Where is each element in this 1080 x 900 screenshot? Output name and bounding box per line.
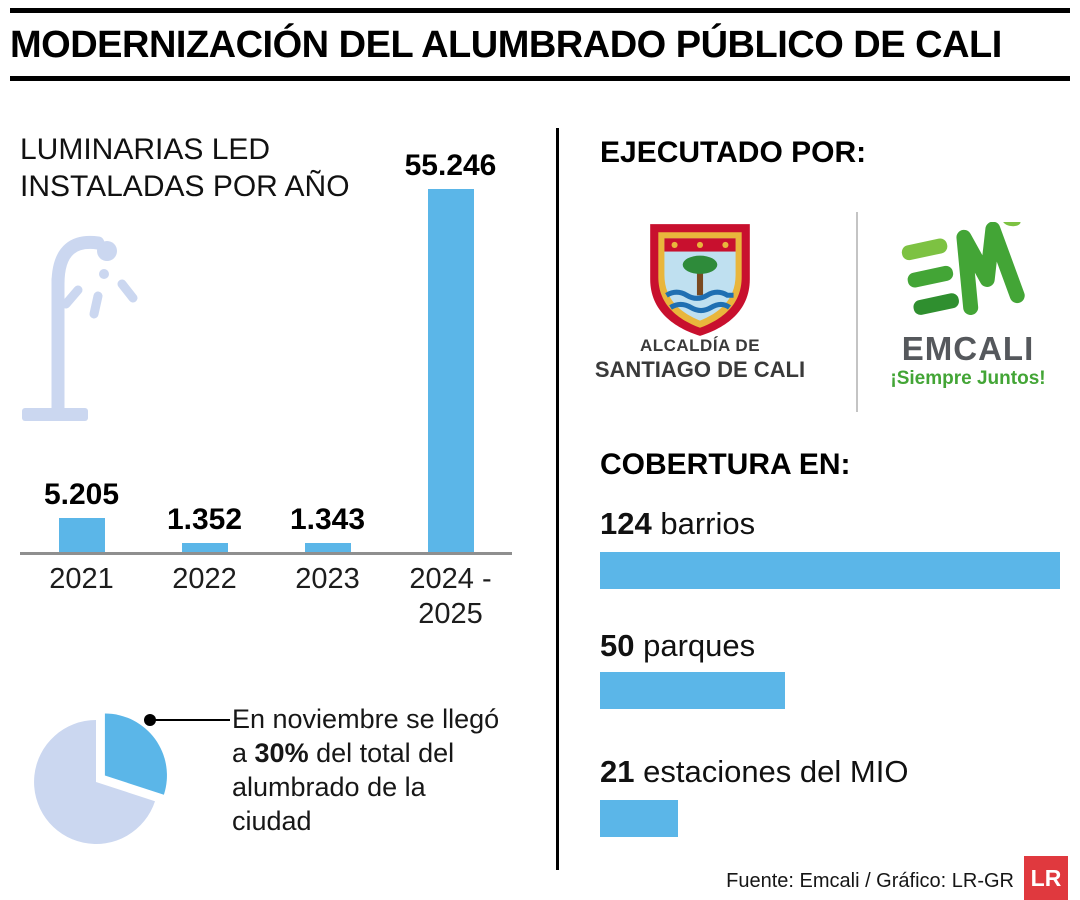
x-axis-label-2023: 2023 — [295, 563, 360, 595]
coverage-number: 124 — [600, 506, 652, 541]
coverage-item-estaciones: 21 estaciones del MIO — [600, 754, 908, 790]
executed-by-heading: EJECUTADO POR: — [600, 136, 867, 169]
led-bar-column-2022: 1.352 — [143, 503, 266, 552]
led-bar-column-2023: 1.343 — [266, 503, 389, 552]
alcaldia-shield-logo — [650, 224, 750, 336]
coverage-bar — [600, 552, 1060, 589]
led-share-pie-chart — [34, 713, 167, 844]
emcali-wordmark: EMCALI — [901, 330, 1035, 367]
led-bar — [181, 543, 228, 552]
x-axis-label-2021: 2021 — [49, 563, 114, 595]
coverage-heading: COBERTURA EN: — [600, 448, 851, 481]
alcaldia-label-line2: SANTIAGO DE CALI — [594, 357, 806, 382]
street-lamp-icon — [22, 235, 138, 421]
led-bar-column-2024-2025: 55.246 — [389, 149, 512, 552]
pie-annotation-part2: del total del alumbrado de la ciudad — [232, 738, 455, 836]
title-underline-rule — [10, 76, 1070, 81]
coverage-bar — [600, 672, 785, 709]
coverage-item-parques: 50 parques — [600, 628, 755, 664]
pie-annotation: En noviembre se llegó a 30% del total de… — [232, 702, 504, 838]
logo-divider — [856, 212, 858, 412]
alcaldia-label-line1: ALCALDÍA DE — [639, 336, 761, 355]
coverage-number: 50 — [600, 628, 635, 663]
callout-line — [152, 719, 230, 721]
led-bar — [304, 543, 351, 552]
x-axis-label-2024-2025: 2024 - 2025 — [409, 563, 492, 630]
pie-annotation-part1: En noviembre se llegó a — [232, 704, 500, 768]
page-title: MODERNIZACIÓN DEL ALUMBRADO PÚBLICO DE C… — [10, 24, 1002, 66]
led-bar — [58, 518, 105, 552]
pie-slice-led — [104, 713, 167, 795]
callout-dot — [144, 714, 156, 726]
panel-divider — [556, 128, 559, 870]
pie-annotation-percent: 30% — [254, 738, 309, 768]
lr-logo: LR — [1024, 856, 1068, 900]
top-rule — [10, 8, 1070, 13]
coverage-label: estaciones del MIO — [634, 754, 909, 789]
x-axis-label-2022: 2022 — [172, 563, 237, 595]
emcali-tagline: ¡Siempre Juntos! — [890, 368, 1046, 389]
led-chart-title: LUMINARIAS LED INSTALADAS POR AÑO — [20, 133, 350, 203]
emcali-logo — [901, 222, 1025, 316]
coverage-label: barrios — [651, 506, 756, 541]
coverage-item-barrios: 124 barrios — [600, 506, 755, 542]
led-bar-value-label: 1.352 — [166, 503, 243, 536]
led-bar-value-label: 1.343 — [289, 503, 366, 536]
coverage-label: parques — [634, 628, 756, 663]
led-bar — [427, 189, 474, 552]
led-x-axis: 2021 2022 2023 2024 - 2025 — [20, 562, 512, 632]
pie-slice-rest — [34, 720, 155, 844]
led-bar-value-label: 5.205 — [43, 478, 120, 511]
led-bar-value-label: 55.246 — [404, 149, 497, 182]
source-credit: Fuente: Emcali / Gráfico: LR-GR — [726, 870, 1014, 892]
coverage-number: 21 — [600, 754, 635, 789]
led-bar-column-2021: 5.205 — [20, 478, 143, 552]
coverage-bar — [600, 800, 678, 837]
led-bar-chart: 5.205 1.352 1.343 55.246 — [20, 132, 512, 555]
